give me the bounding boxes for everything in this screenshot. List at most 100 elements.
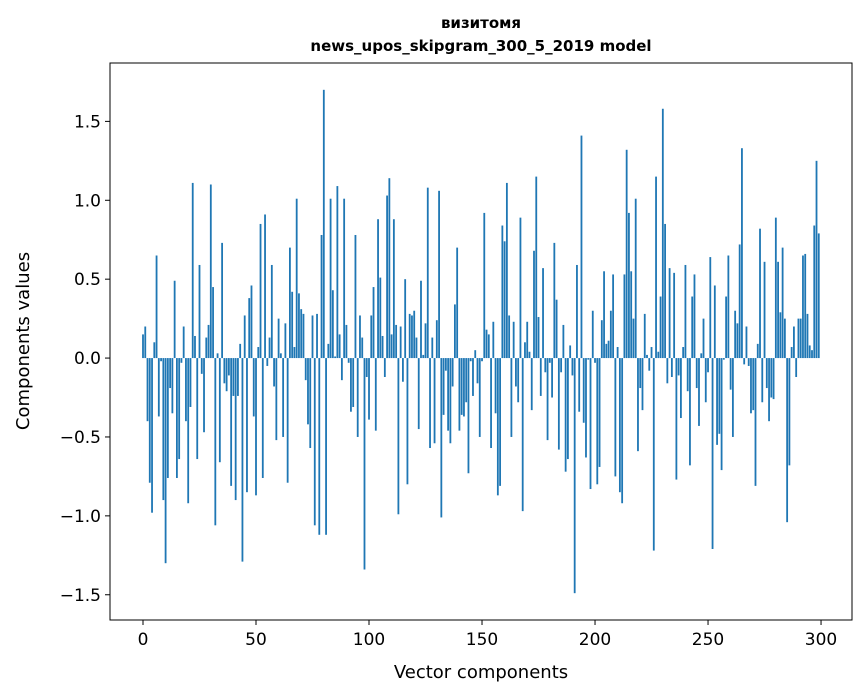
bar-31 <box>212 287 214 359</box>
bar-130 <box>435 320 438 359</box>
bar-96 <box>359 315 361 359</box>
bar-223 <box>646 354 648 359</box>
bar-235 <box>673 272 676 359</box>
bar-42 <box>237 358 239 396</box>
bar-255 <box>718 358 721 434</box>
bar-58 <box>273 358 275 387</box>
bar-148 <box>476 358 479 384</box>
bar-257 <box>722 358 725 360</box>
bar-15 <box>175 358 178 478</box>
y-axis-ticks: −1.5 −1.0 −0.5 0.0 0.5 1.0 1.5 <box>60 112 110 606</box>
bar-290 <box>797 318 800 359</box>
bar-186 <box>562 324 565 359</box>
bar-28 <box>205 337 208 359</box>
y-tick-label: 0.5 <box>74 270 101 290</box>
bar-270 <box>752 358 755 411</box>
bar-244 <box>693 274 696 359</box>
bar-262 <box>734 310 737 359</box>
bar-67 <box>293 347 296 359</box>
bar-37 <box>225 358 228 392</box>
bar-216 <box>630 271 633 359</box>
bar-292 <box>802 255 804 359</box>
bar-266 <box>743 358 746 365</box>
bar-44 <box>241 358 244 562</box>
bar-149 <box>478 358 481 437</box>
bar-213 <box>623 274 626 359</box>
bar-22 <box>191 182 194 359</box>
bar-93 <box>352 358 355 407</box>
bar-80 <box>322 89 325 359</box>
bar-73 <box>307 358 309 425</box>
bar-267 <box>745 326 748 359</box>
bar-46 <box>246 358 248 493</box>
bar-29 <box>207 324 210 359</box>
bar-144 <box>467 358 470 474</box>
bar-253 <box>713 285 716 359</box>
bar-16 <box>178 358 181 460</box>
bar-91 <box>347 358 350 363</box>
bar-107 <box>383 358 386 378</box>
bar-137 <box>451 358 454 387</box>
bar-231 <box>664 223 666 359</box>
bar-170 <box>526 321 529 359</box>
y-tick-label: 1.0 <box>74 191 101 211</box>
bar-120 <box>413 310 416 359</box>
bar-232 <box>666 358 669 384</box>
bar-298 <box>815 160 818 359</box>
bar-214 <box>625 149 628 359</box>
bar-264 <box>738 244 741 359</box>
bar-11 <box>166 358 169 478</box>
bar-174 <box>535 176 538 359</box>
chart-title-line-2: news_upos_skipgram_300_5_2019 model <box>310 37 651 55</box>
bar-241 <box>686 358 689 392</box>
bar-112 <box>395 324 398 359</box>
bar-19 <box>185 358 187 422</box>
x-tick-label: 150 <box>466 630 498 650</box>
bar-61 <box>279 353 282 359</box>
bar-261 <box>731 358 734 437</box>
bar-172 <box>530 358 533 411</box>
bar-97 <box>361 337 364 359</box>
bar-55 <box>266 358 269 366</box>
bar-116 <box>404 279 407 359</box>
bar-218 <box>634 198 637 359</box>
bar-76 <box>313 358 316 526</box>
bar-131 <box>438 190 440 359</box>
bar-166 <box>517 358 520 403</box>
bar-105 <box>379 277 382 359</box>
bar-64 <box>286 358 289 483</box>
bar-225 <box>650 347 653 359</box>
bar-273 <box>759 228 761 359</box>
bar-275 <box>763 261 766 359</box>
bar-123 <box>420 280 422 359</box>
bar-138 <box>453 304 456 359</box>
bar-239 <box>682 347 685 359</box>
bar-237 <box>677 358 680 376</box>
bar-215 <box>628 212 630 359</box>
bar-7 <box>157 358 160 417</box>
bar-296 <box>811 350 813 359</box>
bar-50 <box>255 358 257 496</box>
bar-293 <box>804 253 807 359</box>
bar-278 <box>770 358 773 398</box>
bar-260 <box>729 358 732 390</box>
x-tick-label: 100 <box>353 630 385 650</box>
bar-60 <box>277 318 280 359</box>
bar-226 <box>652 358 655 551</box>
bar-234 <box>670 358 673 378</box>
bar-5 <box>153 342 156 359</box>
bar-95 <box>356 358 359 437</box>
x-tick-label: 250 <box>692 630 724 650</box>
bar-25 <box>198 264 201 359</box>
bar-229 <box>659 296 662 359</box>
bar-268 <box>747 358 750 366</box>
bar-228 <box>657 351 660 359</box>
bar-82 <box>327 343 330 359</box>
bar-251 <box>709 257 712 359</box>
bar-106 <box>381 335 384 359</box>
bar-30 <box>209 184 212 359</box>
bar-56 <box>268 337 271 359</box>
bar-238 <box>680 358 682 419</box>
bar-53 <box>261 358 264 478</box>
